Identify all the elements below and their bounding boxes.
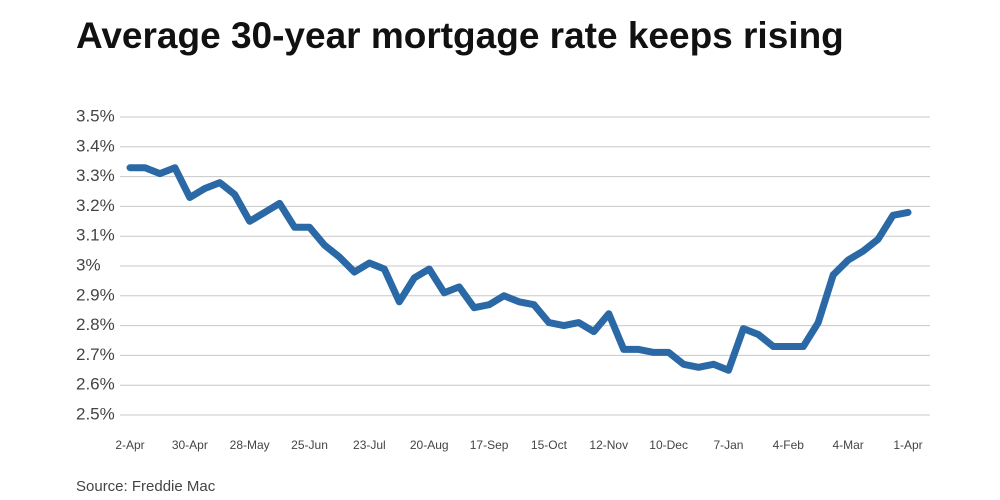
x-tick-label: 1-Apr bbox=[893, 438, 922, 452]
x-tick-label: 4-Mar bbox=[832, 438, 863, 452]
y-tick-label: 2.7% bbox=[76, 345, 115, 364]
y-tick-label: 2.9% bbox=[76, 285, 115, 304]
y-tick-label: 2.8% bbox=[76, 315, 115, 334]
x-tick-label: 2-Apr bbox=[115, 438, 144, 452]
source-note: Source: Freddie Mac bbox=[76, 478, 216, 495]
x-tick-label: 12-Nov bbox=[589, 438, 628, 452]
x-tick-label: 30-Apr bbox=[172, 438, 208, 452]
x-tick-label: 15-Oct bbox=[531, 438, 568, 452]
x-tick-label: 4-Feb bbox=[773, 438, 805, 452]
y-tick-label: 3.5% bbox=[76, 106, 115, 125]
x-tick-label: 28-May bbox=[230, 438, 270, 452]
x-tick-label: 10-Dec bbox=[649, 438, 688, 452]
x-tick-label: 25-Jun bbox=[291, 438, 328, 452]
y-tick-label: 2.6% bbox=[76, 375, 115, 394]
y-tick-label: 3.3% bbox=[76, 166, 115, 185]
line-series bbox=[126, 164, 912, 374]
x-tick-label: 23-Jul bbox=[353, 438, 386, 452]
chart-title: Average 30-year mortgage rate keeps risi… bbox=[76, 15, 844, 56]
x-tick-label: 20-Aug bbox=[410, 438, 449, 452]
y-tick-label: 3% bbox=[76, 255, 101, 274]
y-tick-label: 3.2% bbox=[76, 196, 115, 215]
y-tick-label: 3.4% bbox=[76, 136, 115, 155]
y-tick-label: 3.1% bbox=[76, 226, 115, 245]
x-tick-label: 7-Jan bbox=[713, 438, 743, 452]
y-tick-label: 2.5% bbox=[76, 404, 115, 423]
x-tick-label: 17-Sep bbox=[470, 438, 509, 452]
